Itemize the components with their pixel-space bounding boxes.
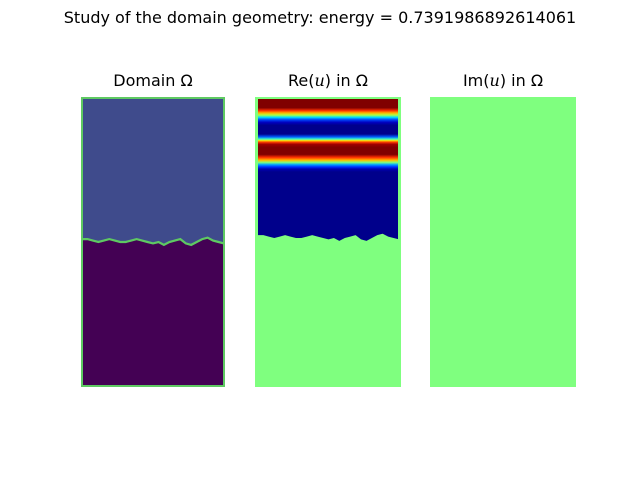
domain-interface-line: [82, 236, 225, 247]
panel-title-imag-var: u: [489, 71, 500, 90]
panel-title-real-var: u: [314, 71, 325, 90]
real-lower-mask: [258, 233, 399, 387]
panel-title-imag: Im(u) in Ω: [430, 71, 576, 90]
panel-title-real-pre: Re(: [287, 71, 315, 90]
panel-title-imag-pre: Im(: [462, 71, 490, 90]
panel-domain: [81, 97, 225, 387]
panel-title-domain: Domain Ω: [81, 71, 225, 90]
domain-border: [81, 97, 225, 387]
domain-lower-region: [82, 237, 224, 387]
panel-title-domain-text: Domain Ω: [113, 71, 193, 90]
panel-title-imag-post: ) in Ω: [499, 71, 544, 90]
panel-title-real-post: ) in Ω: [324, 71, 369, 90]
real-right-border: [398, 97, 401, 245]
imag-field: [430, 97, 576, 387]
real-wave-field: [258, 99, 399, 245]
real-left-border: [255, 97, 258, 245]
panel-real: [255, 97, 401, 387]
figure-suptitle: Study of the domain geometry: energy = 0…: [63, 8, 577, 27]
real-top-border: [255, 97, 401, 99]
panel-title-real: Re(u) in Ω: [255, 71, 401, 90]
panel-imag: [430, 97, 576, 387]
